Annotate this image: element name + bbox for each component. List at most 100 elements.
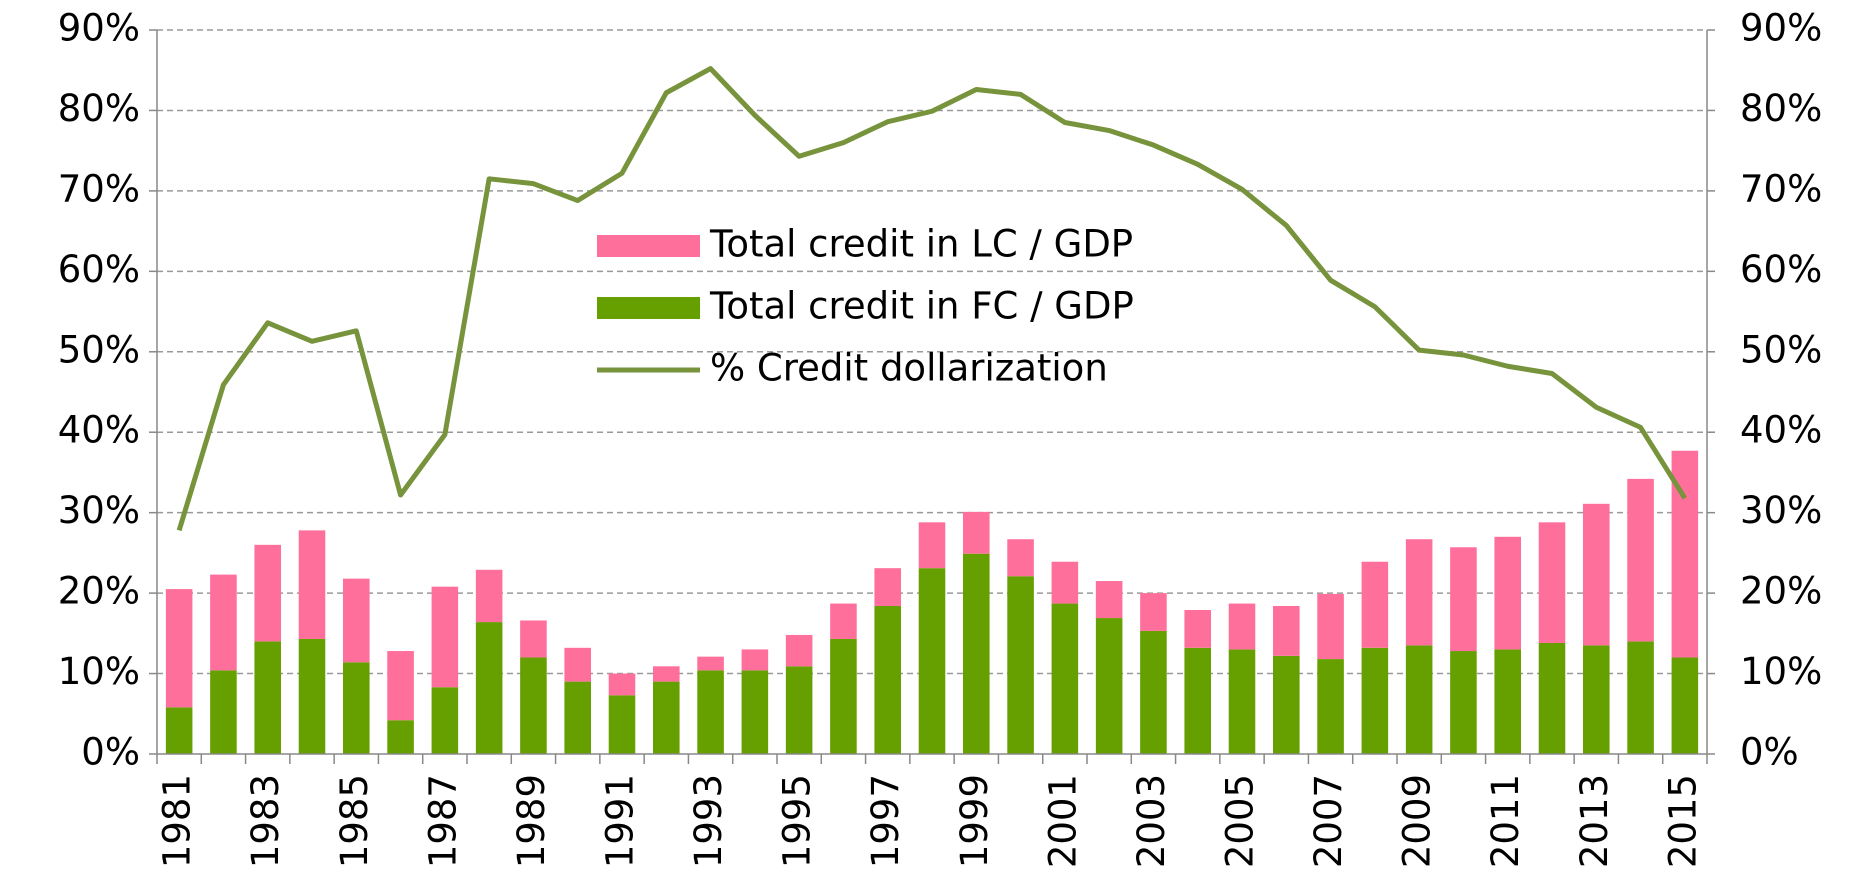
bar: [254, 641, 281, 754]
y2-tick-label: 0%: [1740, 731, 1799, 774]
bar: [785, 666, 813, 754]
bar: [387, 720, 414, 754]
x-tick-label: 1985: [333, 774, 376, 868]
bar: [520, 657, 547, 754]
bar: [165, 707, 193, 754]
bar: [343, 578, 370, 663]
bar: [431, 586, 459, 688]
y-tick-label: 90%: [58, 7, 140, 50]
bar: [697, 656, 724, 671]
bar: [653, 681, 680, 754]
y-tick-label: 20%: [58, 570, 140, 613]
x-tick-label: 2005: [1219, 774, 1262, 868]
legend-label: % Credit dollarization: [710, 347, 1108, 390]
bar: [1361, 647, 1389, 754]
bar: [653, 666, 680, 682]
bar: [343, 662, 370, 754]
bar: [741, 649, 769, 671]
x-tick-label: 1981: [156, 774, 199, 868]
line-series: [176, 66, 1687, 532]
bar: [785, 634, 813, 667]
bar: [830, 603, 857, 639]
bar: [1273, 605, 1300, 656]
bar: [1583, 503, 1610, 646]
y2-tick-label: 40%: [1740, 409, 1822, 452]
bar: [1184, 647, 1211, 754]
bar: [963, 511, 990, 554]
bar: [830, 638, 857, 754]
bar: [1095, 618, 1123, 754]
bar: [1361, 561, 1389, 648]
x-tick-label: 1993: [687, 774, 730, 868]
bar: [1405, 645, 1433, 754]
bar: [1007, 576, 1034, 754]
y2-tick-label: 20%: [1740, 570, 1822, 613]
bar: [520, 620, 547, 658]
bar: [1494, 649, 1521, 754]
bar: [165, 589, 193, 708]
x-tick-label: 2003: [1130, 774, 1173, 868]
bar: [741, 670, 769, 754]
bar: [1494, 536, 1521, 650]
x-tick-label: 1989: [510, 774, 553, 868]
y2-tick-label: 30%: [1740, 489, 1822, 532]
bar: [1095, 581, 1123, 619]
bar: [874, 568, 901, 606]
x-tick-label: 2015: [1661, 774, 1704, 868]
bar: [1051, 561, 1079, 604]
bar: [1273, 655, 1300, 754]
bar: [608, 695, 636, 754]
legend-label: Total credit in LC / GDP: [709, 223, 1133, 266]
bar: [210, 670, 237, 754]
x-tick-label: 1995: [776, 774, 819, 868]
x-tick-label: 1999: [953, 774, 996, 868]
bar: [697, 670, 724, 754]
bar: [1317, 593, 1344, 660]
y-tick-label: 30%: [58, 489, 140, 532]
bar: [298, 638, 326, 754]
y2-tick-label: 80%: [1740, 87, 1822, 130]
bar: [1405, 539, 1433, 646]
bar: [963, 553, 990, 754]
y2-tick-label: 90%: [1740, 7, 1822, 50]
bar: [254, 544, 281, 642]
x-tick-label: 2011: [1484, 774, 1527, 868]
bar: [1140, 630, 1167, 754]
bar: [475, 622, 503, 754]
bar: [475, 569, 503, 623]
y-tick-label: 60%: [58, 248, 140, 291]
bar: [431, 687, 459, 754]
y2-tick-label: 50%: [1740, 328, 1822, 371]
bar: [564, 647, 591, 682]
x-tick-label: 1983: [244, 774, 287, 868]
bar: [1051, 603, 1079, 754]
bar: [1538, 522, 1566, 643]
bar: [210, 574, 237, 671]
bar: [1627, 478, 1654, 642]
bar: [1007, 539, 1034, 577]
bar: [1317, 659, 1344, 754]
bar: [1583, 645, 1610, 754]
y2-tick-label: 70%: [1740, 167, 1822, 210]
bar: [387, 651, 414, 721]
x-tick-label: 1987: [421, 774, 464, 868]
legend-label: Total credit in FC / GDP: [709, 285, 1134, 328]
x-tick-label: 2007: [1307, 774, 1350, 868]
legend-swatch: [597, 235, 700, 257]
x-tick-label: 2001: [1041, 774, 1084, 868]
x-tick-label: 1991: [599, 774, 642, 868]
bar: [1450, 547, 1477, 652]
x-tick-label: 2013: [1573, 774, 1616, 868]
bar: [1228, 603, 1256, 650]
legend-swatch: [597, 297, 700, 319]
y-tick-label: 50%: [58, 328, 140, 371]
bar: [1228, 649, 1256, 754]
bar: [1627, 641, 1654, 754]
y-tick-label: 70%: [58, 167, 140, 210]
y-tick-label: 10%: [58, 650, 140, 693]
bar: [918, 522, 946, 569]
bar: [1450, 651, 1477, 754]
y-tick-label: 40%: [58, 409, 140, 452]
bar: [918, 568, 946, 754]
y-tick-label: 0%: [81, 731, 140, 774]
